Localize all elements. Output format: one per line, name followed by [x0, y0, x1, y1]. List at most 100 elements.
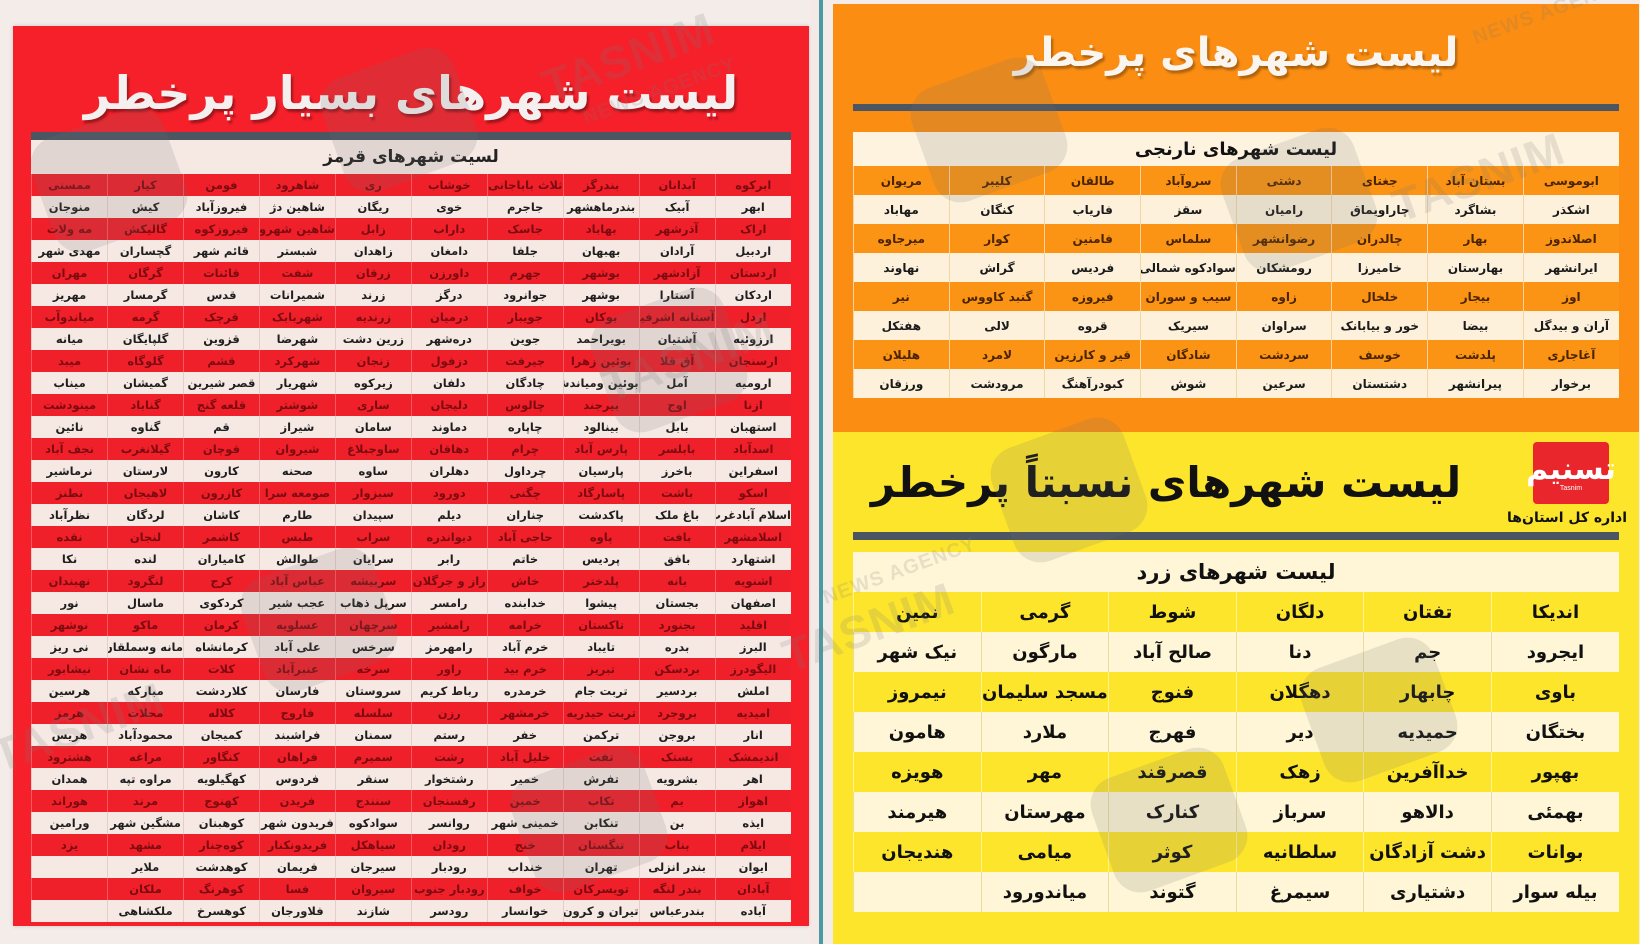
city-cell: مهر — [981, 752, 1110, 792]
city-cell: کرمان — [184, 614, 261, 636]
city-cell: سیرجان — [335, 856, 413, 878]
city-cell: کرج — [184, 570, 261, 592]
city-cell: اراک — [715, 218, 792, 240]
city-cell: کلات — [184, 658, 261, 680]
city-cell: باغ ملک — [639, 504, 717, 526]
city-cell: اسفراین — [715, 460, 792, 482]
city-cell: سرباز — [1236, 792, 1365, 832]
city-cell: ورزقان — [854, 369, 951, 398]
city-cell: نکا — [31, 548, 109, 570]
city-cell: میاندوآب — [31, 306, 109, 328]
city-cell: سیروان — [335, 878, 413, 900]
city-cell: مریوان — [854, 166, 951, 195]
city-cell: نطنز — [31, 482, 109, 504]
city-cell: اوز — [1523, 282, 1620, 311]
city-cell: مهران — [31, 262, 109, 284]
city-cell: گناباد — [108, 394, 185, 416]
table-row: املش بردسیر تربت جام خرمدره رباط کریم سروستان… — [31, 680, 792, 702]
city-cell: ماکو — [108, 614, 185, 636]
city-cell: قم — [184, 416, 261, 438]
table-row: ابوموسی بستان آباد جغتای دشتی سروآباد طالقان ک… — [854, 166, 1620, 195]
city-cell: رامسر — [411, 592, 489, 614]
city-cell: جاجرم — [487, 196, 565, 218]
city-cell: پارس آباد — [563, 438, 641, 460]
city-cell: سرایان — [335, 548, 413, 570]
city-cell: دلیجان — [411, 394, 489, 416]
city-cell: کیار — [108, 174, 185, 196]
city-cell: ملکشاهی — [108, 900, 185, 922]
table-row: بختگان حمیدیه دیر فهرج ملارد هامون — [854, 712, 1620, 752]
city-cell: ازنا — [715, 394, 792, 416]
yellow-table-container: لیست شهرهای زرد اندیکا تفتان دلگان شوط گرمی ن… — [854, 552, 1620, 912]
city-cell: مرودشت — [949, 369, 1046, 398]
table-row: ابرکوه آبدانان بندرگز ثلاث باباجانی خوشاب ری ش… — [31, 174, 792, 196]
city-cell: سوادکوه — [335, 812, 413, 834]
table-row: بوانات دشت آزادگان سلطانیه کوثر میامی هندیجان — [854, 832, 1620, 872]
city-cell: زابل — [335, 218, 413, 240]
city-cell: عجب شیر — [259, 592, 337, 614]
city-cell: کلاله — [184, 702, 261, 724]
city-cell: چالوس — [487, 394, 565, 416]
city-cell: سوادکوه شمالی — [1141, 253, 1238, 282]
table-row: اهر بشرویه تفرش خمیر رشتخوار سنقر فردوس کهگیلوی… — [31, 768, 792, 790]
city-cell: زهک — [1236, 752, 1365, 792]
city-cell: بوشهر — [563, 284, 641, 306]
city-cell: بروجن — [639, 724, 717, 746]
table-row: امیدیه بروجرد تربت حیدریه خرمشهر رزن سلسله فار… — [31, 702, 792, 724]
city-cell: رشتخوار — [411, 768, 489, 790]
city-cell: تیران و کرون — [563, 900, 641, 922]
city-cell: کنگاور — [184, 746, 261, 768]
city-cell: درگز — [411, 284, 489, 306]
city-cell: آبدانان — [639, 174, 717, 196]
yellow-cities-table: اندیکا تفتان دلگان شوط گرمی نمین ایجرود جم دنا صا… — [854, 592, 1620, 912]
city-cell: کارون — [184, 460, 261, 482]
table-row: ایذه بن تنکابن خمینی شهر روانسر سوادکوه فریدون… — [31, 812, 792, 834]
city-cell: شفت — [259, 262, 337, 284]
city-cell: خمیر — [487, 768, 565, 790]
city-cell: داورزن — [411, 262, 489, 284]
city-cell: چادگان — [487, 372, 565, 394]
city-cell: مارگون — [981, 632, 1110, 672]
city-cell: گلوگاه — [108, 350, 185, 372]
city-cell: سلسله — [335, 702, 413, 724]
city-cell: بهار — [1428, 224, 1525, 253]
city-cell: نیر — [854, 282, 951, 311]
city-cell: خاش — [487, 570, 565, 592]
city-cell: سرچهان — [335, 614, 413, 636]
city-cell: خوانسار — [487, 900, 565, 922]
city-cell: پاسارگاد — [563, 482, 641, 504]
city-cell: اردل — [715, 306, 792, 328]
city-cell: دلگان — [1236, 592, 1365, 632]
city-cell: کبودرآهنگ — [1045, 369, 1142, 398]
city-cell: همدان — [31, 768, 109, 790]
city-cell: بن — [639, 812, 717, 834]
city-cell: عباس آباد — [259, 570, 337, 592]
city-cell: زرند — [335, 284, 413, 306]
city-cell: قائنات — [184, 262, 261, 284]
city-cell: مهرستان — [981, 792, 1110, 832]
city-cell: میناب — [31, 372, 109, 394]
city-cell: فردوس — [259, 768, 337, 790]
city-cell: بندرماهشهر — [563, 196, 641, 218]
city-cell: تفت — [563, 746, 641, 768]
city-cell: دره‌شهر — [411, 328, 489, 350]
city-cell: کهگیلویه — [184, 768, 261, 790]
city-cell: کنگان — [949, 195, 1046, 224]
city-cell: نهاوند — [854, 253, 951, 282]
city-cell: گمیشان — [108, 372, 185, 394]
city-cell: پردیس — [563, 548, 641, 570]
top-background — [0, 0, 812, 26]
city-cell: ابرکوه — [715, 174, 792, 196]
red-panel-title: لیست شهرهای بسیار پرخطر — [84, 66, 740, 120]
city-cell: ترکمن — [563, 724, 641, 746]
city-cell: ابهر — [715, 196, 792, 218]
city-cell: کلیبر — [949, 166, 1046, 195]
city-cell: اسلامشهر — [715, 526, 792, 548]
yellow-table-subtitle: لیست شهرهای زرد — [854, 552, 1620, 592]
city-cell: ساوه — [335, 460, 413, 482]
city-cell: خوسف — [1332, 340, 1429, 369]
city-cell: مبارکه — [108, 680, 185, 702]
city-cell: رامهرمز — [411, 636, 489, 658]
city-cell: بیضا — [1428, 311, 1525, 340]
city-cell: شوش — [1141, 369, 1238, 398]
